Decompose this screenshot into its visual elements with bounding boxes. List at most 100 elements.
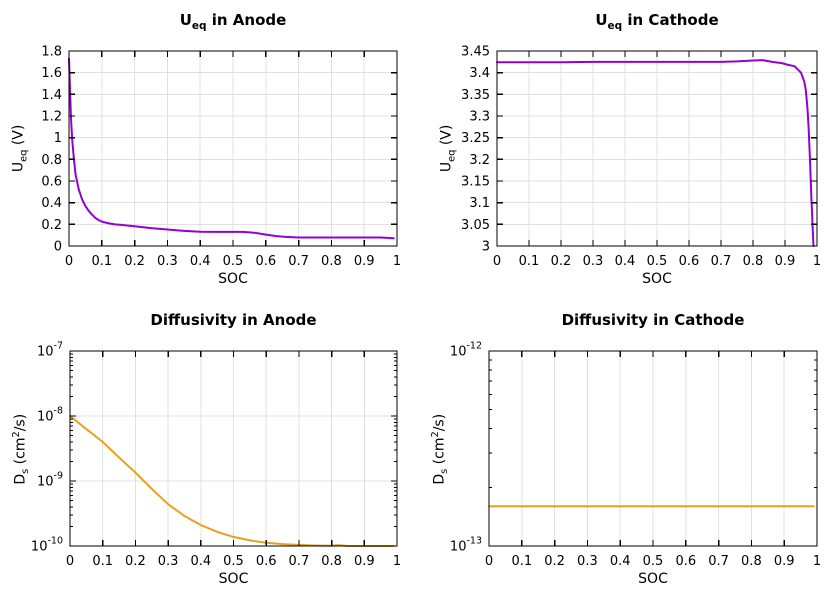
x-tick-label: 0.1 [91,254,112,269]
x-tick-label: 0.5 [647,254,668,269]
data-curve [496,59,815,247]
x-axis-label: SOC [638,571,668,587]
y-tick-label: 3.15 [461,175,490,190]
y-tick-label: 3 [482,240,490,255]
x-tick-label: 0.2 [124,254,145,269]
x-tick-label: 0.9 [354,254,375,269]
x-tick-label: 0.7 [289,554,310,569]
y-tick-label: 3.2 [469,153,490,168]
title-subscript: eq [607,20,623,32]
y-tick-label: 10-7 [37,341,63,360]
x-tick-label: 0.4 [190,554,211,569]
y-tick-label: 1.4 [41,88,62,103]
y-tick-label: 10-13 [450,536,482,555]
y-axis-label: Ds (cm2/s) [429,413,451,485]
y-tick-label: 0.2 [41,218,62,233]
x-tick-label: 1 [813,554,821,569]
title-subscript: eq [191,20,207,32]
plot-canvas-diffusivity-cathode: 0 0.1 0.2 0.3 0.4 0.5 0.6 0.7 0.8 0.9 1 10-13 10-12 [450,341,821,570]
x-tick-label: 0.8 [741,554,762,569]
x-tick-label: 0.4 [190,254,211,269]
plot-diffusivity-cathode: 0 0.1 0.2 0.3 0.4 0.5 0.6 0.7 0.8 0.9 1 10-13 10-12 … [420,300,840,600]
x-tick-label: 0.8 [743,254,764,269]
x-tick-label: 0.9 [775,254,796,269]
plot-title: Ueq in Cathode [497,11,817,32]
y-tick-label: 3.05 [461,218,490,233]
y-tick-label: 3.3 [469,110,490,125]
title-rest: in Anode [206,11,287,29]
x-axis-label: SOC [642,271,672,287]
x-tick-label: 0.6 [675,554,696,569]
y-tick-label: 0.4 [41,196,62,211]
x-tick-label: 0.3 [158,554,179,569]
y-tick-label: 1.8 [41,45,62,60]
x-tick-label: 0.9 [354,554,375,569]
y-tick-label: 1 [54,131,62,146]
x-tick-label: 0.1 [519,254,540,269]
x-tick-label: 0 [66,554,74,569]
x-axis-label: SOC [218,571,249,587]
x-tick-label: 0.2 [125,554,146,569]
y-axis-label: Ds (cm2/s) [10,413,32,485]
title-text: U [595,11,608,29]
plot-diffusivity-anode: 0 0.1 0.2 0.3 0.4 0.5 0.6 0.7 0.8 0.9 1 10-10 10-9 10… [0,300,420,600]
y-tick-label: 3.4 [469,66,490,81]
x-tick-label: 0.7 [711,254,732,269]
x-tick-label: 0.2 [551,254,572,269]
plot-title: Diffusivity in Anode [70,311,397,332]
y-tick-label: 1.2 [41,110,62,125]
x-tick-label: 0.4 [615,254,636,269]
y-tick-label: 10-8 [37,406,63,425]
x-tick-label: 1 [393,254,401,269]
x-tick-label: 0.5 [643,554,664,569]
x-tick-label: 0.3 [157,254,178,269]
plot-canvas-ueq-anode: 0 0.1 0.2 0.3 0.4 0.5 0.6 0.7 0.8 0.9 1 0 0.2 0.4 0.6 0… [41,45,401,270]
y-tick-label: 3.35 [461,88,490,103]
y-tick-label: 10-10 [31,536,63,555]
x-tick-label: 0 [485,554,493,569]
x-tick-label: 0.8 [321,254,342,269]
plot-title: Ueq in Anode [69,11,397,32]
x-tick-label: 0.2 [544,554,565,569]
title-text: U [179,11,192,29]
y-tick-label: 3.45 [461,45,490,60]
x-tick-label: 0 [65,254,73,269]
x-tick-label: 0.7 [708,554,729,569]
plot-canvas-diffusivity-anode: 0 0.1 0.2 0.3 0.4 0.5 0.6 0.7 0.8 0.9 1 10-10 10-9 10… [31,341,401,570]
x-tick-label: 1 [813,254,821,269]
plot-canvas-ueq-cathode: 0 0.1 0.2 0.3 0.4 0.5 0.6 0.7 0.8 0.9 1 3 3.05 3.1 3.1… [461,45,821,270]
x-tick-label: 0.6 [255,254,276,269]
title-rest: in Cathode [622,11,719,29]
title-text: Diffusivity in Cathode [561,311,745,329]
y-tick-label: 10-9 [37,471,63,490]
x-tick-label: 0.3 [583,254,604,269]
y-tick-label: 1.6 [41,66,62,81]
y-tick-label: 10-12 [450,341,482,360]
x-axis-label: SOC [218,271,248,287]
y-tick-label: 3.1 [469,196,490,211]
x-tick-label: 0.8 [321,554,342,569]
y-tick-label: 0.6 [41,175,62,190]
x-tick-label: 0.7 [288,254,309,269]
x-tick-label: 0.5 [223,254,244,269]
x-tick-label: 0.1 [92,554,113,569]
y-axis-label: Ueq (V) [10,124,30,172]
plot-title: Diffusivity in Cathode [489,311,817,332]
x-tick-label: 0 [493,254,501,269]
x-tick-label: 0.9 [774,554,795,569]
x-tick-label: 0.4 [610,554,631,569]
y-axis-label: Ueq (V) [438,124,458,172]
x-tick-label: 1 [393,554,401,569]
x-tick-label: 0.1 [511,554,532,569]
plot-ueq-cathode: 0 0.1 0.2 0.3 0.4 0.5 0.6 0.7 0.8 0.9 1 3 3.05 3.1 3.1… [420,0,840,300]
title-text: Diffusivity in Anode [150,311,317,329]
y-tick-label: 3.25 [461,131,490,146]
y-tick-label: 0.8 [41,153,62,168]
x-tick-label: 0.6 [679,254,700,269]
x-tick-label: 0.3 [577,554,598,569]
x-tick-label: 0.5 [223,554,244,569]
y-tick-label: 0 [54,240,62,255]
plot-ueq-anode: 0 0.1 0.2 0.3 0.4 0.5 0.6 0.7 0.8 0.9 1 0 0.2 0.4 0.6 0… [0,0,420,300]
x-tick-label: 0.6 [256,554,277,569]
